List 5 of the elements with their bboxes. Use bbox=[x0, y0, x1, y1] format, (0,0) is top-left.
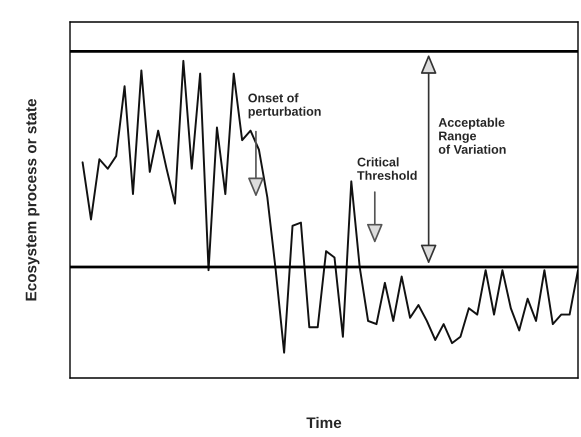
annotation: Onset of perturbation bbox=[248, 93, 321, 118]
annotation: Acceptable Range of Variation bbox=[438, 118, 506, 154]
y-axis-title: Ecosystem process or state bbox=[26, 99, 40, 300]
x-axis-title: Time bbox=[306, 416, 342, 428]
annotation: Critical Threshold bbox=[357, 157, 417, 180]
